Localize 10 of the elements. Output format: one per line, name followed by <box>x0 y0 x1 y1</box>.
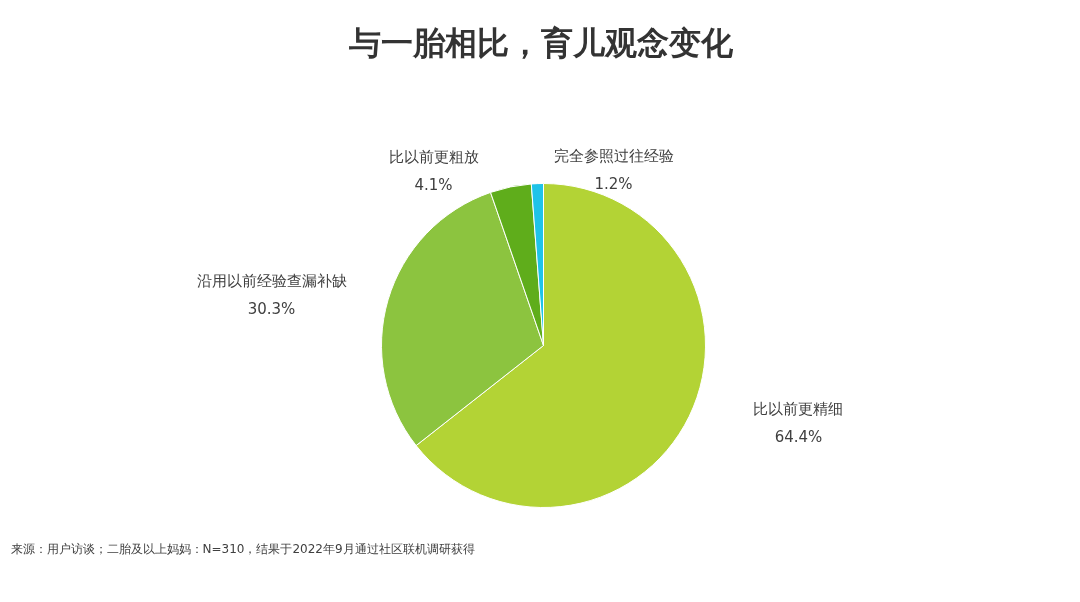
data-label: 1.2% <box>594 174 633 193</box>
data-label: 64.4% <box>774 428 823 447</box>
chart-title: 与一胎相比，育儿观念变化 <box>347 23 734 62</box>
data-label: 4.1% <box>414 176 453 194</box>
slice-label: 完全参照过往经验 <box>553 146 674 165</box>
slice-label: 比以前更精细 <box>753 400 844 419</box>
slice-label: 比以前更粗放 <box>388 148 479 166</box>
slice-label: 沿用以前经验查漏补缺 <box>196 272 347 291</box>
source-note: 来源：用户访谈；二胎及以上妈妈：N=310，结果于2022年9月通过社区联机调研获得 <box>10 541 475 556</box>
data-label: 30.3% <box>247 300 296 319</box>
